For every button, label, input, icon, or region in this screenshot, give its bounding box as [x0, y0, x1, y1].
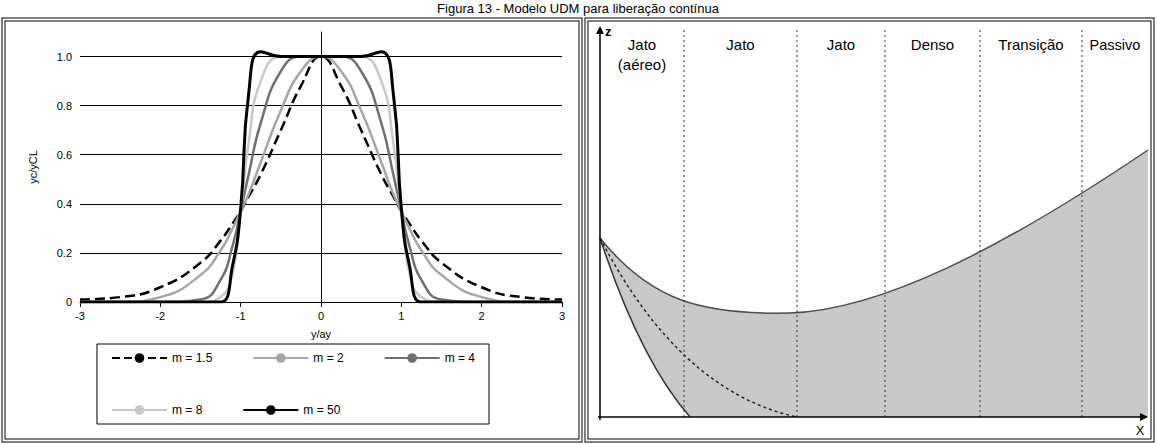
svg-text:m = 50: m = 50 [303, 403, 340, 417]
svg-text:Passivo: Passivo [1090, 37, 1141, 53]
svg-text:-3: -3 [75, 310, 85, 322]
svg-text:1: 1 [398, 310, 404, 322]
svg-text:2: 2 [479, 310, 485, 322]
svg-text:m = 8: m = 8 [172, 403, 203, 417]
svg-text:0.4: 0.4 [57, 198, 72, 210]
svg-text:Figura 13 - Modelo UDM para li: Figura 13 - Modelo UDM para liberação co… [437, 1, 720, 16]
svg-text:0: 0 [318, 310, 324, 322]
svg-text:Jato: Jato [827, 36, 855, 53]
svg-text:Jato: Jato [726, 36, 754, 53]
svg-text:m = 1.5: m = 1.5 [172, 351, 213, 365]
svg-text:X: X [1136, 423, 1145, 438]
svg-text:m = 2: m = 2 [313, 351, 344, 365]
svg-text:y/ay: y/ay [311, 328, 332, 340]
svg-text:0: 0 [66, 296, 72, 308]
svg-text:0.6: 0.6 [57, 149, 72, 161]
svg-text:-1: -1 [236, 310, 246, 322]
svg-text:-2: -2 [155, 310, 165, 322]
svg-text:0.2: 0.2 [57, 247, 72, 259]
svg-text:Denso: Denso [911, 36, 954, 53]
svg-text:Transição: Transição [998, 36, 1063, 53]
svg-text:3: 3 [559, 310, 565, 322]
svg-text:Jato(aéreo): Jato(aéreo) [618, 36, 666, 73]
svg-text:1.0: 1.0 [57, 51, 72, 63]
svg-text:0.8: 0.8 [57, 100, 72, 112]
svg-text:yc/yCL: yc/yCL [27, 150, 39, 184]
svg-text:z: z [605, 24, 612, 39]
svg-text:m = 4: m = 4 [445, 351, 476, 365]
